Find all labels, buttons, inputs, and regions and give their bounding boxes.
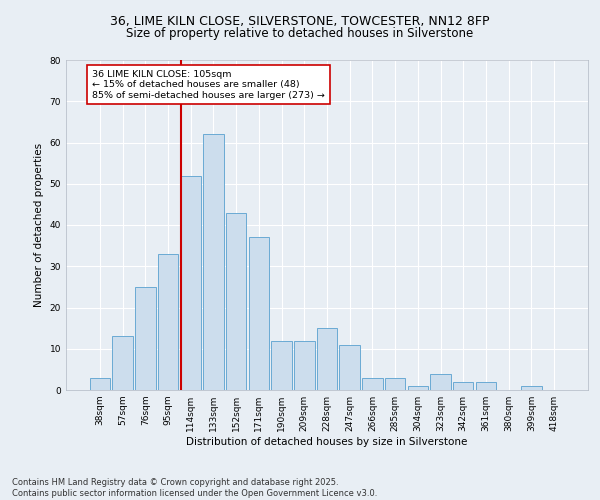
Y-axis label: Number of detached properties: Number of detached properties: [34, 143, 44, 307]
Bar: [181, 176, 201, 390]
Bar: [226, 212, 247, 390]
Bar: [248, 238, 269, 390]
Bar: [385, 378, 406, 390]
Text: 36 LIME KILN CLOSE: 105sqm
← 15% of detached houses are smaller (48)
85% of semi: 36 LIME KILN CLOSE: 105sqm ← 15% of deta…: [92, 70, 325, 100]
Bar: [407, 386, 428, 390]
Bar: [362, 378, 383, 390]
Bar: [521, 386, 542, 390]
Bar: [294, 340, 314, 390]
Bar: [112, 336, 133, 390]
Bar: [271, 340, 292, 390]
Bar: [340, 344, 360, 390]
Bar: [430, 374, 451, 390]
Bar: [317, 328, 337, 390]
Text: 36, LIME KILN CLOSE, SILVERSTONE, TOWCESTER, NN12 8FP: 36, LIME KILN CLOSE, SILVERSTONE, TOWCES…: [110, 15, 490, 28]
Text: Size of property relative to detached houses in Silverstone: Size of property relative to detached ho…: [127, 28, 473, 40]
Text: Contains HM Land Registry data © Crown copyright and database right 2025.
Contai: Contains HM Land Registry data © Crown c…: [12, 478, 377, 498]
Bar: [90, 378, 110, 390]
Bar: [476, 382, 496, 390]
Bar: [158, 254, 178, 390]
Bar: [453, 382, 473, 390]
Bar: [135, 287, 155, 390]
Bar: [203, 134, 224, 390]
X-axis label: Distribution of detached houses by size in Silverstone: Distribution of detached houses by size …: [187, 437, 467, 447]
